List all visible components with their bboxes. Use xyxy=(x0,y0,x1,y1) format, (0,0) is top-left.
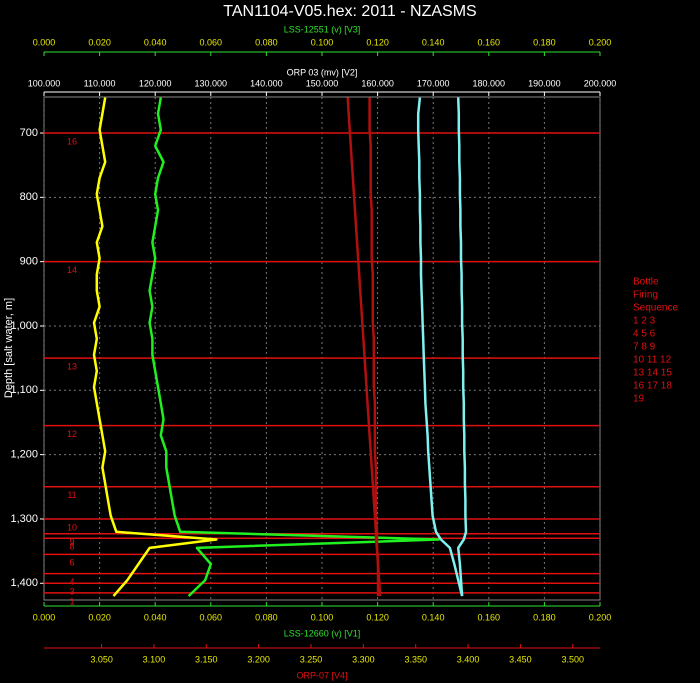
bottle-label: 9 xyxy=(69,537,74,547)
x-tick-label: 0.140 xyxy=(422,612,445,622)
x-tick-label: 0.200 xyxy=(589,37,612,47)
x-tick-label: 3.250 xyxy=(300,654,323,664)
y-tick-label: 700 xyxy=(20,127,38,139)
x-tick-label: 3.450 xyxy=(509,654,532,664)
x-tick-label: 0.060 xyxy=(200,612,223,622)
x-tick-label: 3.300 xyxy=(352,654,375,664)
x-tick-label: 0.100 xyxy=(311,612,334,622)
bottle-label: 10 xyxy=(67,522,77,532)
x-tick-label: 0.120 xyxy=(366,37,389,47)
x-tick-label: 130.000 xyxy=(195,78,228,88)
bottle-label: 12 xyxy=(67,429,77,439)
x-axis-label: LSS-12660 (v) [V1] xyxy=(284,628,361,638)
bottle-label: 16 xyxy=(67,136,77,146)
y-tick-label: 1,400 xyxy=(10,577,38,589)
bottle-legend-text: 7 8 9 xyxy=(633,342,656,353)
x-axis-label: LSS-12551 (v) [V3] xyxy=(284,24,361,34)
x-tick-label: 0.120 xyxy=(366,612,389,622)
data-line xyxy=(148,97,441,597)
x-tick-label: 0.020 xyxy=(88,37,111,47)
data-line xyxy=(416,97,464,597)
x-tick-label: 0.040 xyxy=(144,37,167,47)
bottle-label: 8 xyxy=(69,542,74,552)
x-tick-label: 0.000 xyxy=(33,612,56,622)
x-tick-label: 3.500 xyxy=(562,654,585,664)
x-tick-label: 0.180 xyxy=(533,612,556,622)
bottle-legend-text: Bottle xyxy=(633,277,659,288)
y-tick-label: 1,000 xyxy=(10,320,38,332)
x-tick-label: 120.000 xyxy=(139,78,172,88)
x-tick-label: 160.000 xyxy=(361,78,394,88)
x-axis-label: ORP 03 (mv) [V2] xyxy=(287,67,358,77)
x-axis-label: ORP-07 [V4] xyxy=(296,670,347,680)
x-tick-label: 180.000 xyxy=(473,78,506,88)
x-tick-label: 0.080 xyxy=(255,612,278,622)
x-tick-label: 0.000 xyxy=(33,37,56,47)
x-tick-label: 0.140 xyxy=(422,37,445,47)
x-tick-label: 0.040 xyxy=(144,612,167,622)
bottle-label: 3 xyxy=(69,587,74,597)
x-tick-label: 170.000 xyxy=(417,78,450,88)
y-tick-label: 900 xyxy=(20,256,38,268)
x-tick-label: 150.000 xyxy=(306,78,339,88)
bottle-legend-text: 16 17 18 xyxy=(633,381,672,392)
x-tick-label: 3.200 xyxy=(247,654,270,664)
bottle-legend-text: Firing xyxy=(633,290,658,301)
y-tick-label: 1,100 xyxy=(10,384,38,396)
x-tick-label: 110.000 xyxy=(84,78,116,88)
y-axis-label: Depth [salt water, m] xyxy=(3,298,15,398)
x-tick-label: 0.060 xyxy=(200,37,223,47)
data-line xyxy=(368,97,380,597)
x-tick-label: 100.000 xyxy=(28,78,61,88)
data-line xyxy=(456,97,468,597)
bottle-legend-text: 19 xyxy=(633,394,645,405)
y-tick-label: 1,300 xyxy=(10,513,38,525)
chart-title: TAN1104-V05.hex: 2011 - NZASMS xyxy=(223,3,476,20)
data-line xyxy=(92,97,218,597)
bottle-legend-text: Sequence xyxy=(633,303,678,314)
bottle-legend-text: 13 14 15 xyxy=(633,368,672,379)
bottle-label: 4 xyxy=(69,577,74,587)
bottle-legend-text: 1 2 3 xyxy=(633,316,656,327)
x-tick-label: 3.350 xyxy=(404,654,427,664)
x-tick-label: 190.000 xyxy=(528,78,561,88)
bottle-label: 6 xyxy=(69,558,74,568)
x-tick-label: 0.160 xyxy=(478,37,501,47)
bottle-legend-text: 10 11 12 xyxy=(633,355,672,366)
bottle-legend-text: 4 5 6 xyxy=(633,329,656,340)
bottle-label: 1 xyxy=(69,596,74,606)
x-tick-label: 3.100 xyxy=(143,654,166,664)
x-tick-label: 140.000 xyxy=(250,78,283,88)
x-tick-label: 3.400 xyxy=(457,654,480,664)
x-tick-label: 0.200 xyxy=(589,612,612,622)
x-tick-label: 200.000 xyxy=(584,78,617,88)
x-tick-label: 0.080 xyxy=(255,37,278,47)
y-tick-label: 800 xyxy=(20,191,38,203)
x-tick-label: 0.020 xyxy=(88,612,111,622)
bottle-label: 11 xyxy=(67,490,76,500)
bottle-label: 14 xyxy=(67,265,77,275)
x-tick-label: 0.100 xyxy=(311,37,334,47)
x-tick-label: 3.150 xyxy=(195,654,218,664)
y-tick-label: 1,200 xyxy=(10,449,38,461)
x-tick-label: 0.160 xyxy=(478,612,501,622)
x-tick-label: 3.050 xyxy=(90,654,113,664)
x-tick-label: 0.180 xyxy=(533,37,556,47)
bottle-label: 13 xyxy=(67,362,77,372)
